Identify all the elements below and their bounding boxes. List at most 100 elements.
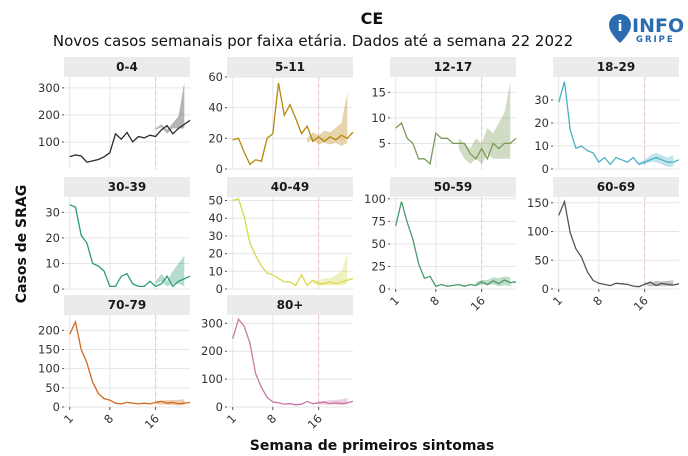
y-tick-label: 200 — [38, 108, 60, 122]
uncertainty-band — [638, 152, 674, 167]
uncertainty-band — [307, 92, 348, 146]
y-tick-label: 0 — [379, 282, 386, 296]
y-axis-label: Casos de SRAG — [14, 185, 30, 303]
y-tick-label: 25 — [371, 259, 386, 273]
logo-text-info: INFO — [632, 15, 684, 37]
x-tick-label: 1 — [387, 293, 402, 308]
series-line — [69, 319, 191, 405]
y-tick-label: 50 — [371, 237, 386, 251]
strip-label: 12-17 — [434, 60, 472, 74]
strip-background — [227, 295, 353, 315]
y-tick-label: 0 — [53, 282, 60, 296]
y-tick-label: 50 — [208, 194, 223, 208]
panel-60-69: 60-69 0 50 100 150 1 8 16 — [527, 177, 680, 314]
x-tick-label: 16 — [631, 293, 651, 313]
y-tick-label: 300 — [201, 316, 223, 330]
panel-30-39: 30-39 0 10 20 30 — [45, 177, 191, 296]
y-tick-label: 150 — [38, 343, 60, 357]
strip-background — [227, 57, 353, 77]
y-tick-label: 10 — [371, 111, 386, 125]
x-axis-label: Semana de primeiros sintomas — [250, 438, 494, 454]
x-tick-label: 16 — [142, 411, 162, 431]
y-tick-label: 10 — [534, 139, 549, 153]
strip-label: 60-69 — [597, 180, 635, 194]
y-tick-label: 20 — [208, 247, 223, 261]
y-tick-label: 100 — [527, 225, 549, 239]
strip-background — [390, 177, 516, 197]
y-tick-label: 60 — [208, 70, 223, 84]
series-line — [69, 204, 191, 288]
strip-background — [553, 177, 679, 197]
y-tick-label: 30 — [45, 205, 60, 219]
y-tick-label: 30 — [534, 93, 549, 107]
panel-40-49: 40-49 0 10 20 30 40 50 — [208, 177, 354, 296]
x-tick-label: 1 — [550, 293, 565, 308]
y-tick-label: 10 — [208, 264, 223, 278]
series-line — [69, 119, 191, 163]
series-line — [395, 121, 517, 166]
y-tick-label: 0 — [216, 162, 223, 176]
y-tick-label: 100 — [38, 135, 60, 149]
uncertainty-band — [312, 253, 348, 286]
x-tick-label: 16 — [468, 293, 488, 313]
series-line — [232, 82, 354, 166]
strip-background — [553, 57, 679, 77]
x-tick-label: 8 — [590, 293, 605, 308]
location-pin-icon: i — [609, 14, 631, 43]
uncertainty-band — [155, 82, 185, 134]
panel-50-59: 50-59 0 25 50 75 100 1 8 16 — [364, 177, 517, 314]
strip-background — [64, 295, 190, 315]
series-line — [395, 201, 517, 288]
series-line — [558, 81, 680, 166]
x-tick-label: 8 — [101, 411, 116, 426]
strip-background — [64, 57, 190, 77]
panel-5-11: 5-11 0 20 40 60 — [208, 57, 354, 176]
strip-label: 70-79 — [108, 298, 146, 312]
panel-18-29: 18-29 0 10 20 30 — [534, 57, 680, 176]
panel-80plus: 80+ 0 100 200 300 1 8 16 — [201, 295, 354, 432]
y-tick-label: 0 — [542, 282, 549, 296]
panel-12-17: 12-17 5 10 15 — [371, 57, 517, 169]
panel-0-4: 0-4 100 200 300 — [38, 57, 191, 169]
y-tick-label: 200 — [201, 344, 223, 358]
strip-label: 30-39 — [108, 180, 146, 194]
x-tick-label: 8 — [264, 411, 279, 426]
strip-label: 80+ — [277, 298, 304, 312]
y-tick-label: 40 — [208, 211, 223, 225]
strip-label: 18-29 — [597, 60, 635, 74]
y-tick-label: 100 — [364, 192, 386, 206]
infogripe-logo: i INFO GRIPE — [609, 14, 684, 45]
y-tick-label: 0 — [542, 162, 549, 176]
y-tick-label: 20 — [534, 116, 549, 130]
series-line — [558, 199, 680, 288]
y-tick-label: 5 — [379, 136, 386, 150]
y-tick-label: 100 — [38, 362, 60, 376]
strip-label: 40-49 — [271, 180, 309, 194]
facet-panels: 0-41002003005-11020406012-175101518-2901… — [38, 57, 680, 432]
y-tick-label: 0 — [216, 400, 223, 414]
y-tick-label: 200 — [38, 323, 60, 337]
strip-label: 0-4 — [116, 60, 138, 74]
x-tick-label: 1 — [61, 411, 76, 426]
uncertainty-band — [458, 82, 511, 164]
chart-subtitle: Novos casos semanais por faixa etária. D… — [53, 32, 573, 50]
x-tick-label: 16 — [305, 411, 325, 431]
x-tick-label: 1 — [224, 411, 239, 426]
y-tick-label: 20 — [45, 231, 60, 245]
y-tick-label: 10 — [45, 256, 60, 270]
strip-label: 5-11 — [275, 60, 305, 74]
y-tick-label: 0 — [216, 282, 223, 296]
panel-70-79: 70-79 0 50 100 150 200 1 8 16 — [38, 295, 191, 432]
strip-background — [64, 177, 190, 197]
y-tick-label: 15 — [371, 85, 386, 99]
strip-background — [227, 177, 353, 197]
y-tick-label: 50 — [45, 381, 60, 395]
y-tick-label: 300 — [38, 81, 60, 95]
chart-title: CE — [361, 9, 384, 28]
series-line — [232, 317, 354, 406]
y-tick-label: 0 — [53, 400, 60, 414]
x-tick-label: 8 — [427, 293, 442, 308]
uncertainty-band — [644, 280, 674, 287]
y-tick-label: 75 — [371, 214, 386, 228]
